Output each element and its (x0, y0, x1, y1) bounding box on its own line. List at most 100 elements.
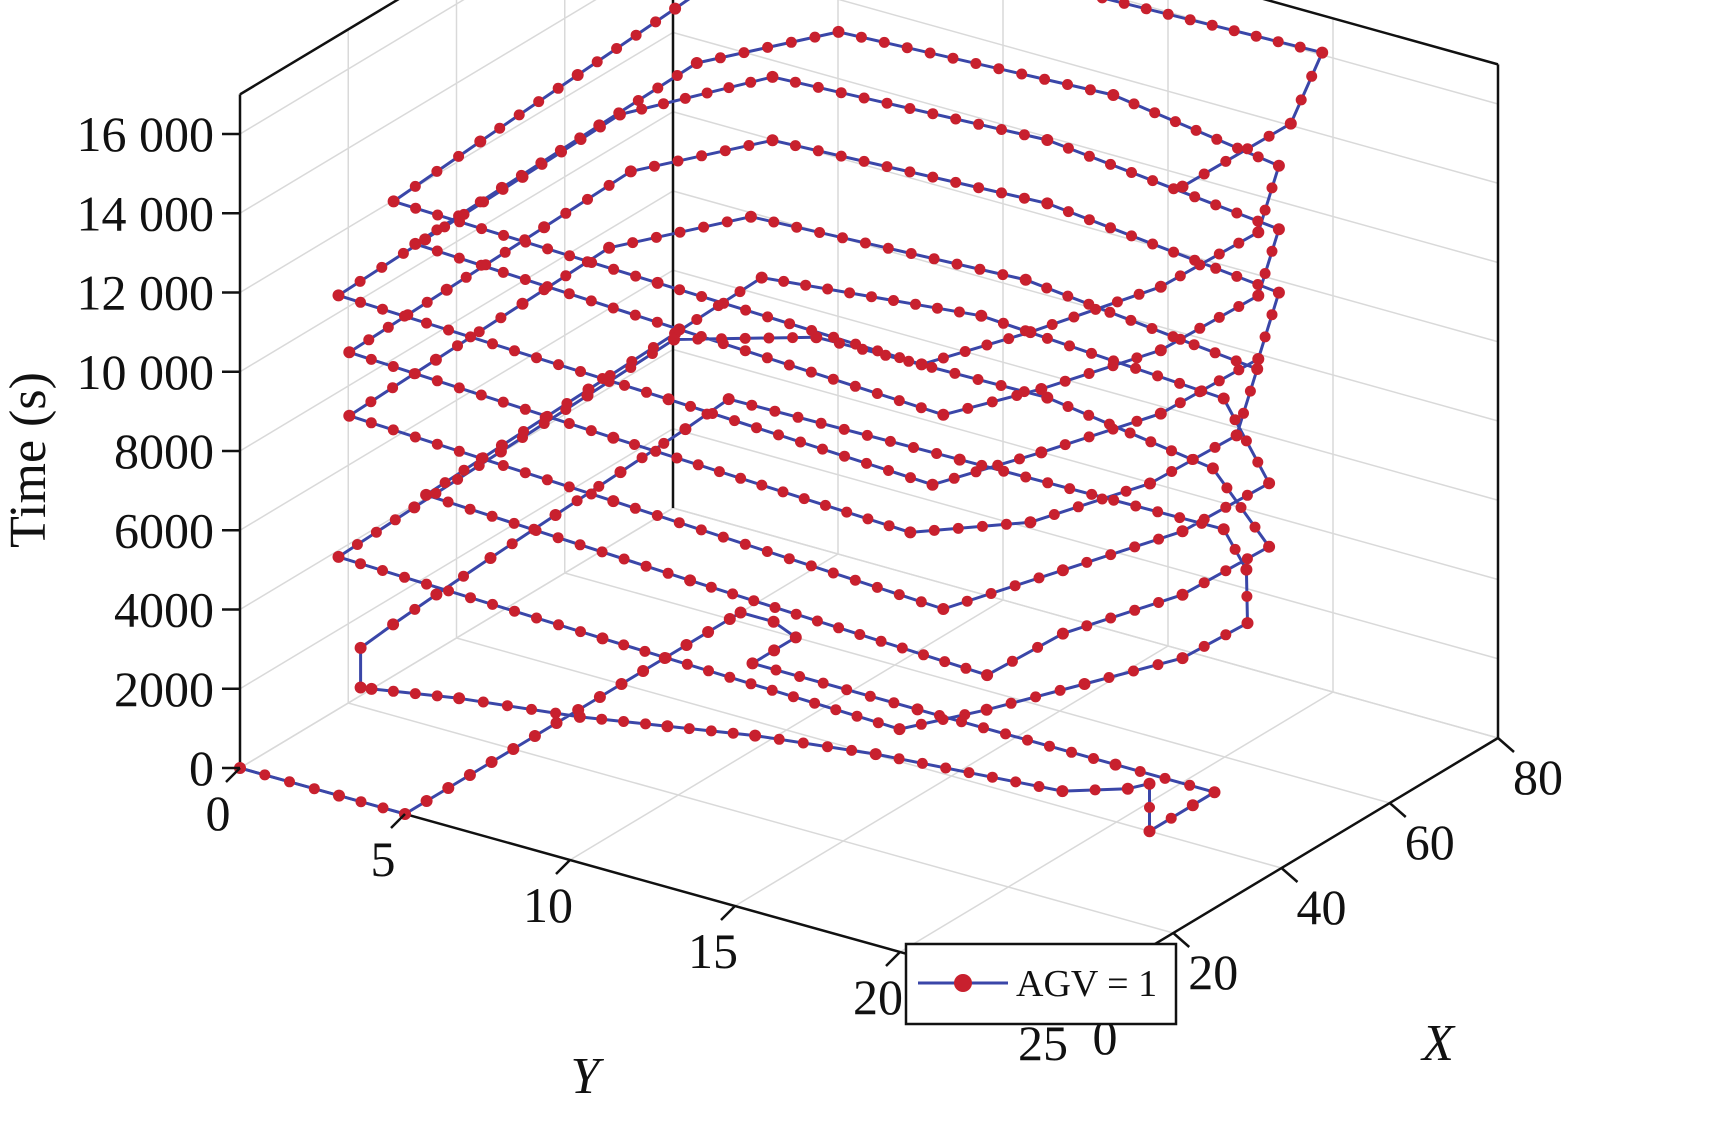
data-point (769, 405, 781, 417)
data-point (1220, 565, 1232, 577)
data-point (453, 252, 465, 264)
data-point (531, 352, 542, 364)
data-point (850, 338, 862, 350)
data-point (671, 70, 683, 81)
data-point (432, 209, 444, 221)
data-point (811, 615, 823, 627)
backwall-z-grid-line (239, 111, 674, 373)
data-point (883, 520, 895, 532)
data-point (585, 295, 597, 307)
data-point (690, 57, 703, 69)
z-tick-label: 10 000 (77, 344, 215, 400)
data-point (1189, 191, 1201, 203)
y-tick-mark (390, 813, 406, 829)
data-point (397, 247, 409, 259)
data-point (806, 325, 818, 336)
data-point (607, 302, 619, 314)
data-point (420, 795, 433, 807)
data-point (1263, 130, 1275, 142)
data-point (1097, 0, 1108, 4)
data-point (805, 560, 817, 572)
data-point (1198, 168, 1210, 180)
data-point (1083, 150, 1095, 162)
data-point (452, 340, 463, 352)
data-point (377, 303, 388, 315)
data-point (515, 169, 527, 181)
data-point (1024, 516, 1037, 529)
floor-grid-line-x (348, 702, 1174, 934)
data-point (1259, 331, 1271, 343)
data-point (861, 457, 872, 469)
data-point (614, 466, 627, 479)
data-point (560, 207, 572, 219)
data-point (695, 331, 707, 342)
data-point (453, 150, 465, 162)
data-point (1090, 303, 1102, 315)
data-point (387, 685, 399, 697)
data-point (377, 802, 389, 814)
data-point (1233, 237, 1245, 249)
data-layer (234, 0, 1329, 838)
data-point (1263, 540, 1276, 553)
data-point (458, 464, 470, 476)
data-point (460, 271, 472, 283)
data-point (495, 312, 507, 324)
data-point (915, 596, 927, 608)
data-point (593, 119, 606, 132)
data-point (970, 58, 982, 69)
data-point (554, 144, 566, 156)
data-point (632, 95, 644, 106)
data-point (1128, 98, 1140, 110)
data-point (751, 422, 762, 434)
data-point (797, 737, 809, 749)
data-point (1035, 446, 1048, 459)
data-point (838, 423, 850, 435)
data-point (1187, 453, 1199, 465)
data-point (1143, 825, 1156, 838)
data-point (738, 47, 750, 59)
data-point (603, 241, 616, 254)
data-point (1174, 270, 1186, 282)
data-point (1018, 192, 1030, 204)
data-point (1134, 766, 1146, 777)
data-point (952, 522, 964, 534)
data-point (597, 373, 608, 384)
data-point (549, 509, 562, 521)
data-point (541, 410, 553, 422)
legend-label: AGV = 1 (1016, 963, 1157, 1005)
data-point (996, 187, 1007, 199)
data-point (1213, 311, 1225, 323)
data-point (355, 296, 366, 308)
data-point (1129, 541, 1141, 553)
data-point (959, 346, 971, 357)
data-point (1210, 199, 1222, 211)
z-tick-label: 16 000 (77, 106, 215, 162)
data-point (626, 356, 638, 367)
data-point (800, 279, 812, 291)
data-point (893, 589, 905, 601)
data-point (629, 439, 640, 450)
data-point (429, 353, 442, 366)
data-point (464, 503, 476, 515)
data-point (915, 718, 927, 730)
data-point (673, 517, 685, 529)
data-point (563, 481, 575, 493)
data-point (1066, 746, 1077, 758)
data-point (1206, 19, 1218, 31)
data-point (475, 389, 487, 401)
data-point (519, 403, 531, 415)
data-point (1149, 107, 1161, 119)
data-point (531, 612, 542, 624)
data-point (431, 165, 443, 177)
data-point (795, 436, 806, 448)
floor-grid-line-y (899, 691, 1334, 953)
data-point (963, 767, 975, 779)
data-point (812, 145, 824, 157)
data-point (740, 304, 752, 316)
data-point (1010, 776, 1022, 788)
data-point (881, 97, 893, 109)
data-point (713, 466, 725, 478)
data-point (937, 714, 949, 725)
data-point (652, 82, 664, 94)
data-point (773, 733, 785, 745)
